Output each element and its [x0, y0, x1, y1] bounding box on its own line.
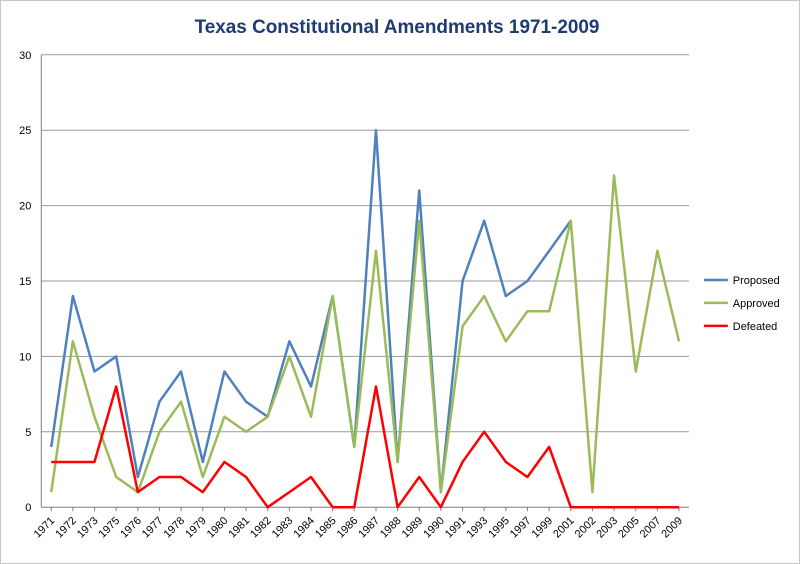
x-tick-label: 1989: [400, 515, 426, 541]
x-tick-label: 1997: [508, 515, 534, 541]
y-tick-label: 30: [19, 50, 31, 62]
x-tick-label: 1980: [205, 515, 231, 541]
x-tick-label: 1979: [183, 515, 209, 541]
x-tick-label: 1977: [140, 515, 166, 541]
y-axis-ticks: 0 5 10 15 20 25 30: [19, 50, 31, 514]
x-tick-label: 1973: [75, 515, 101, 541]
x-tick-label: 1983: [270, 515, 296, 541]
y-tick-label: 0: [25, 502, 31, 514]
x-tick-label: 1987: [356, 515, 382, 541]
series-line-approved: [50, 174, 681, 494]
y-tick-label: 10: [19, 351, 31, 363]
series-line-proposed: [50, 128, 572, 494]
x-tick-label: 1993: [465, 515, 491, 541]
legend: Proposed Approved Defeated: [703, 275, 780, 333]
x-tick-label: 2003: [594, 515, 620, 541]
x-tick-label: 1982: [248, 515, 274, 541]
y-tick-label: 15: [19, 276, 31, 288]
x-tick-label: 1985: [313, 515, 339, 541]
x-tick-label: 1990: [421, 515, 447, 541]
x-tick-label: 1976: [118, 515, 144, 541]
y-tick-label: 25: [19, 125, 31, 137]
x-tick-label: 1999: [530, 515, 556, 541]
x-tick-label: 1971: [32, 515, 58, 541]
chart-title: Texas Constitutional Amendments 1971-200…: [195, 17, 600, 38]
series-line-defeated: [51, 385, 680, 509]
y-tick-label: 20: [19, 201, 31, 213]
x-tick-label: 1991: [443, 515, 469, 541]
x-tick-label: 2001: [551, 515, 577, 541]
x-tick-label: 1986: [335, 515, 361, 541]
legend-label-approved: Approved: [733, 298, 780, 310]
x-axis-ticks: 1971197219731975197619771978197919801981…: [32, 507, 685, 541]
legend-label-proposed: Proposed: [733, 275, 780, 287]
x-tick-label: 2007: [638, 515, 664, 541]
x-tick-label: 1981: [226, 515, 252, 541]
x-tick-label: 2002: [573, 515, 599, 541]
x-tick-label: 1995: [486, 515, 512, 541]
legend-label-defeated: Defeated: [733, 321, 777, 333]
x-tick-label: 1972: [53, 515, 79, 541]
x-tick-label: 1978: [162, 515, 188, 541]
x-tick-label: 1975: [97, 515, 123, 541]
y-tick-label: 5: [25, 427, 31, 439]
x-tick-label: 1984: [291, 515, 317, 541]
x-tick-label: 2009: [659, 515, 685, 541]
x-tick-label: 2005: [616, 515, 642, 541]
series-lines: [50, 128, 681, 509]
x-tick-label: 1988: [378, 515, 404, 541]
